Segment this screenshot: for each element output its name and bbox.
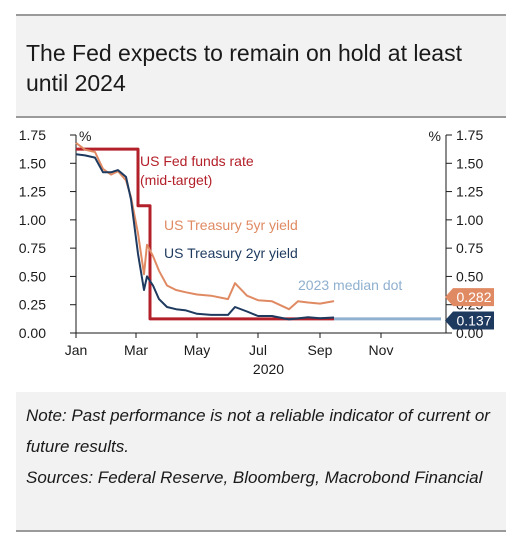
chart-frame: 1.75 1.75 1.50 1.50 1.25 1.25 1.00 1.00 0.75 0.75…: [16, 116, 506, 394]
y-tick-label-left: 0.00: [19, 325, 46, 341]
fed-funds-label-line1: US Fed funds rate: [140, 153, 254, 169]
x-tick-label: Nov: [369, 342, 394, 358]
fed-funds-label-line2: (mid-target): [140, 172, 212, 188]
end-value-tag: [445, 311, 494, 330]
x-tick-label: Jul: [249, 342, 267, 358]
series-group: [75, 142, 441, 321]
y-tick-label-right: 1.50: [456, 155, 483, 171]
tsy2-line: [75, 153, 335, 321]
footnote: Note: Past performance is not a reliable…: [26, 400, 501, 493]
line-chart: 1.75 1.75 1.50 1.50 1.25 1.25 1.00 1.00 0.75 0.75…: [19, 127, 494, 377]
y-tick-label-right: 1.25: [456, 184, 483, 200]
y-tick-label-left: 1.50: [19, 155, 46, 171]
tsy5-line: [75, 142, 335, 311]
y-tick-label-right: 1.75: [456, 127, 483, 143]
x-tick-label: Jan: [65, 342, 88, 358]
y-unit-left: %: [79, 128, 91, 144]
y-tick-label-left: 1.00: [19, 212, 46, 228]
end-value-tag: [445, 288, 494, 307]
y-unit-right: %: [429, 128, 441, 144]
tsy2-label: US Treasury 2yr yield: [164, 245, 298, 261]
end-value-label: 0.282: [456, 289, 491, 305]
y-tick-label-left: 1.25: [19, 184, 46, 200]
chart-title: The Fed expects to remain on hold at lea…: [26, 40, 462, 96]
note-text: Note: Past performance is not a reliable…: [26, 406, 490, 456]
y-tick-label-right: 0.50: [456, 268, 483, 284]
fed-funds-line: [76, 147, 334, 321]
y-tick-label-left: 1.75: [19, 127, 46, 143]
note-band: Note: Past performance is not a reliable…: [16, 392, 506, 532]
label-group: US Fed funds rate (mid-target) US Treasury…: [140, 153, 494, 330]
x-tick-label: Mar: [124, 342, 148, 358]
x-axis-label: 2020: [253, 361, 284, 377]
y-tick-label-left: 0.25: [19, 297, 46, 313]
y-tick-label-left: 0.50: [19, 268, 46, 284]
sources-text: Sources: Federal Reserve, Bloomberg, Mac…: [26, 468, 483, 487]
y-tick-label-right: 0.75: [456, 240, 483, 256]
x-tick-label: Sep: [308, 342, 333, 358]
median-dot-label: 2023 median dot: [298, 277, 402, 293]
x-tick-label: May: [184, 342, 210, 358]
tsy5-label: US Treasury 5yr yield: [164, 217, 298, 233]
end-value-label: 0.137: [456, 312, 491, 328]
y-tick-label-left: 0.75: [19, 240, 46, 256]
y-tick-label-right: 1.00: [456, 212, 483, 228]
title-band: The Fed expects to remain on hold at lea…: [16, 14, 506, 116]
